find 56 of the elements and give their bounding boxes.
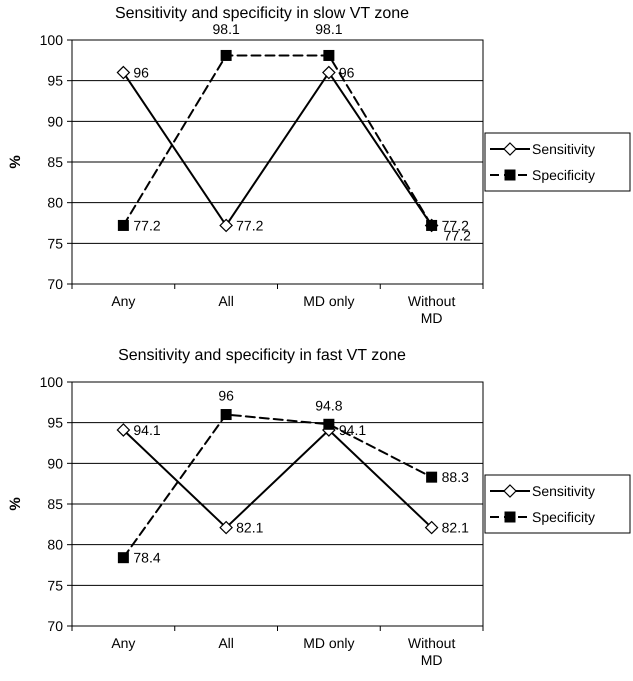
y-tick-label: 95 [47,414,64,431]
x-tick-label: Any [111,635,136,651]
x-tick-label: Without MD [408,635,456,668]
y-tick-label: 90 [47,455,64,472]
legend-label: Specificity [532,167,596,183]
point [220,409,232,420]
x-tick-label: MD only [303,635,355,651]
y-axis-title: % [7,497,24,511]
y-tick-label: 100 [40,374,64,390]
chart-title: Sensitivity and specificity in slow VT zone [114,5,410,22]
y-tick-label: 80 [47,536,64,553]
y-tick-label: 80 [47,194,64,211]
data-label: 77.2 [133,217,161,234]
data-label: 94.8 [315,397,343,414]
point [220,50,232,61]
data-label: 96 [133,64,150,81]
y-tick-label: 100 [40,32,64,48]
x-tick-label: Any [111,293,136,309]
point [323,418,334,430]
point [322,66,336,80]
y-tick-label: 75 [47,577,64,594]
y-tick-label: 95 [47,72,64,89]
data-label: 77.2 [236,217,264,234]
data-label: 96 [338,64,355,81]
data-label: 78.4 [133,550,161,566]
y-axis-title: % [7,155,24,169]
point [116,423,130,437]
y-tick-label: 85 [47,154,64,170]
data-label: 98.1 [212,21,240,37]
y-tick-label: 75 [47,235,64,252]
y-tick-label: 70 [47,618,64,634]
legend-label: Sensitivity [532,141,596,157]
chart-title: Sensitivity and specificity in fast VT zone [118,347,406,364]
y-tick-label: 90 [47,113,64,130]
x-tick-label: All [218,293,234,309]
y-tick-label: 70 [47,276,64,292]
x-tick-label: MD only [303,293,355,309]
data-label: 82.1 [236,520,264,536]
legend-label: Specificity [532,509,596,525]
data-label: 88.3 [442,469,470,486]
point [425,520,438,534]
point [116,66,130,80]
y-tick-label: 85 [47,496,64,512]
point [118,220,129,231]
point [220,520,233,534]
point [118,552,129,564]
point [323,50,334,61]
data-label: 94.1 [133,422,161,438]
x-tick-label: Without MD [408,293,456,326]
point [426,472,438,483]
point [220,218,233,232]
x-tick-label: All [218,635,234,651]
legend-label: Sensitivity [532,483,596,499]
data-label: 96 [218,388,234,404]
data-label: 98.1 [315,21,343,37]
data-label: 82.1 [442,520,470,536]
